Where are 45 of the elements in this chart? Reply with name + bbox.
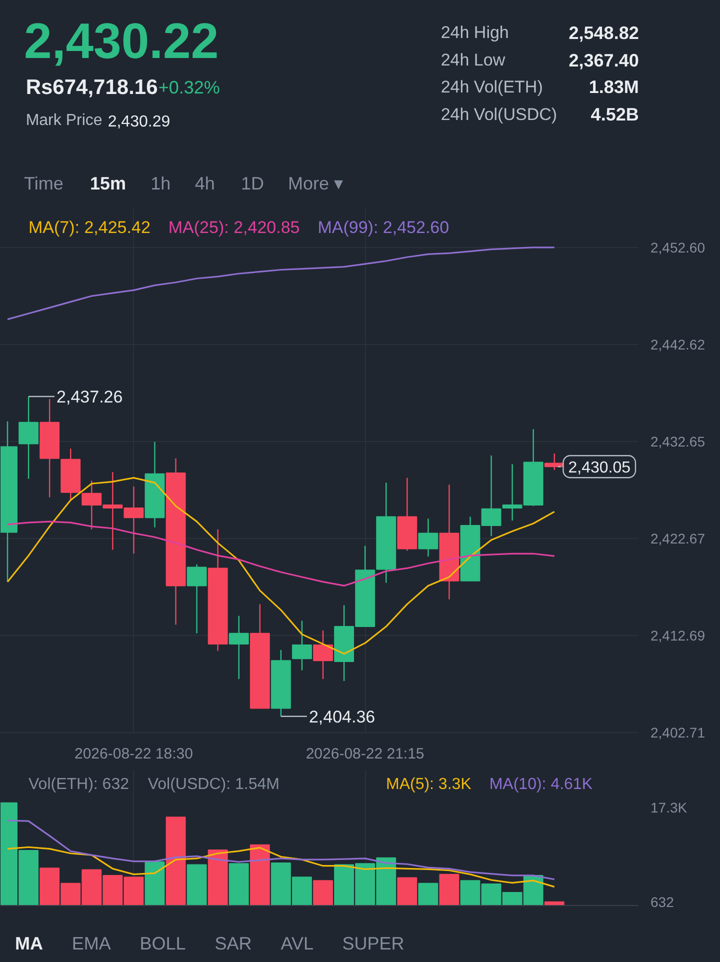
y-tick-label: 2,422.67	[650, 530, 706, 546]
text: MA(10): 4.61K	[489, 776, 593, 793]
text: MA(5): 3.3K	[386, 776, 472, 793]
text: EMA	[72, 934, 111, 954]
y-tick-label: 2,402.71	[650, 724, 706, 740]
annotation: Vol(ETH): 632	[28, 776, 130, 793]
text: BOLL	[140, 934, 186, 954]
text: 2,367.40	[568, 50, 639, 70]
text: Time	[24, 174, 64, 194]
text: 1h	[150, 174, 171, 194]
annotation: 2,437.26	[56, 388, 123, 407]
text: 2,430.29	[108, 114, 170, 130]
text: Rs674,718.16	[26, 76, 158, 99]
text: MA	[14, 934, 43, 954]
series-label: MA(99): 2,452.60	[318, 218, 450, 237]
annotation: 2,404.36	[308, 707, 376, 726]
text: Mark Price	[26, 112, 102, 129]
text: 24h Low	[440, 50, 506, 70]
y-tick-label: 2,452.60	[650, 239, 706, 256]
text: 4.52B	[590, 104, 639, 124]
text: 4h	[194, 174, 215, 194]
text: MA(25): 2,420.85	[168, 218, 300, 237]
y-tick-label: 17.3K	[650, 799, 688, 816]
text: More ▾	[288, 174, 344, 194]
x-tick-label: 2026-08-22 18:30	[74, 746, 193, 762]
text: SAR	[214, 934, 252, 954]
y-tick-label: 2,412.69	[650, 627, 706, 644]
y-tick-label: 632	[650, 894, 674, 910]
y-tick-label: 2,442.62	[650, 336, 706, 352]
text: MA(7): 2,425.42	[28, 218, 150, 237]
text: 2,430.22	[24, 13, 219, 69]
text: 24h Vol(USDC)	[440, 104, 558, 124]
text: 2,548.82	[568, 23, 639, 43]
text: 15m	[90, 174, 126, 194]
annotation: Vol(USDC): 1.54M	[148, 776, 280, 793]
text: SUPER	[342, 934, 404, 954]
text: 1D	[241, 174, 264, 194]
text: +0.32%	[158, 78, 220, 98]
text: 1.83M	[588, 77, 639, 98]
text: 24h High	[440, 23, 509, 42]
ref-line-label: 2,430.05	[568, 460, 631, 477]
y-tick-label: 2,432.65	[650, 433, 706, 450]
text: 24h Vol(ETH)	[440, 78, 543, 97]
x-tick-label: 2026-08-22 21:15	[306, 746, 424, 762]
text: AVL	[280, 934, 314, 954]
